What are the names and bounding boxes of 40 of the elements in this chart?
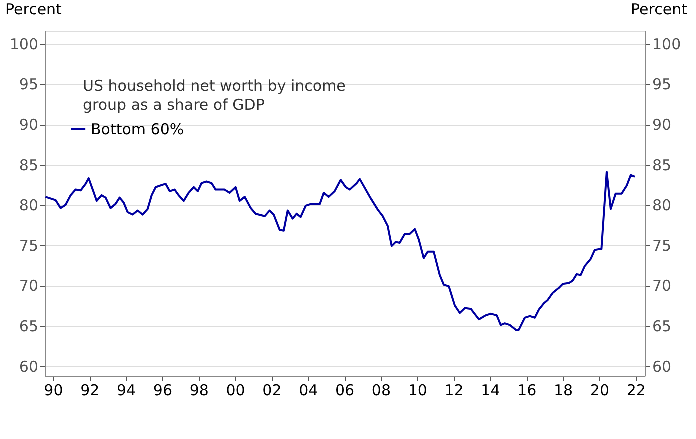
x-tick-label: 02 <box>262 382 282 400</box>
y-tick-label: 60 <box>19 358 38 376</box>
y2-tick-label: 80 <box>652 196 672 215</box>
x-tick-label: 18 <box>554 382 574 400</box>
x-tick-label: 92 <box>80 382 100 400</box>
y2-tick-label: 90 <box>652 116 672 134</box>
x-tick-label: 00 <box>226 382 246 400</box>
y2-tick-label: 85 <box>652 156 672 174</box>
x-tick-label: 22 <box>626 382 646 400</box>
y2-tick-label: 75 <box>652 236 672 255</box>
y-tick-label: 100 <box>10 35 38 54</box>
y2-axis-title: Percent <box>631 0 688 18</box>
y-tick-label: 95 <box>19 76 38 94</box>
y2-tick-label: 70 <box>652 277 672 296</box>
y2-tick-label: 60 <box>652 358 672 376</box>
x-tick-label: 16 <box>518 382 537 400</box>
x-tick-label: 10 <box>408 382 428 400</box>
y-axis-title: Percent <box>6 0 62 18</box>
x-tick-label: 08 <box>372 382 392 400</box>
x-tick-label: 98 <box>190 382 209 400</box>
y-tick-label: 80 <box>19 196 38 215</box>
line-series <box>44 171 636 332</box>
x-tick-label: 14 <box>481 382 500 400</box>
legend-label: Bottom 60% <box>91 120 184 138</box>
y-tick-label: 85 <box>19 156 38 174</box>
y2-tick-label: 95 <box>652 76 672 94</box>
y-tick-label: 70 <box>19 277 38 296</box>
y-tick-label: 65 <box>19 318 38 336</box>
y2-tick-label: 100 <box>652 35 682 54</box>
y-tick-label: 75 <box>19 236 38 255</box>
x-tick-label: 94 <box>116 382 136 400</box>
y2-tick-label: 65 <box>652 318 672 336</box>
x-tick-label: 06 <box>336 382 355 400</box>
x-tick-label: 12 <box>444 382 464 400</box>
x-tick-label: 04 <box>299 382 318 400</box>
y-tick-label: 90 <box>19 116 38 134</box>
x-tick-label: 96 <box>153 382 172 400</box>
x-tick-label: 20 <box>590 382 610 400</box>
x-tick-label: 90 <box>44 382 64 400</box>
text: US household net worth by income group as a share of GDP <box>83 77 346 114</box>
